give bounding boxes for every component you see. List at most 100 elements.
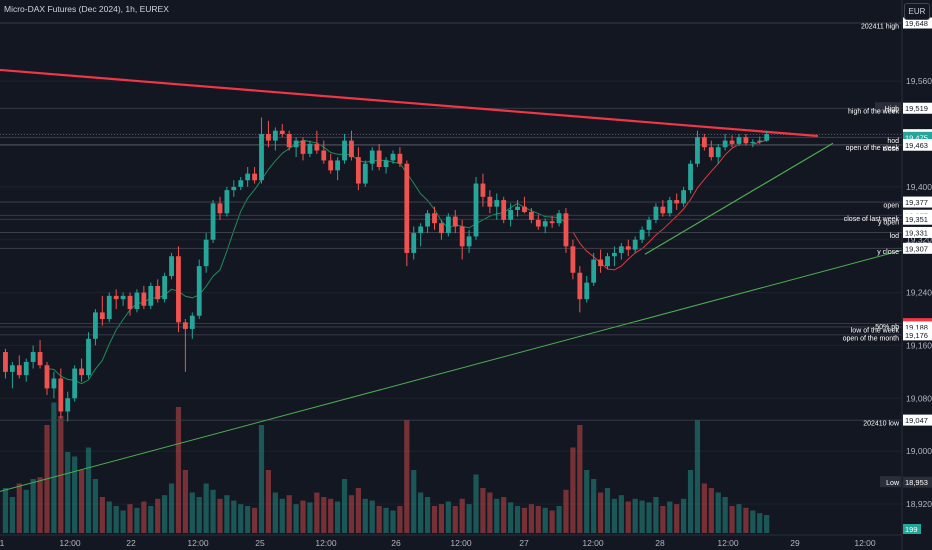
volume-bar	[141, 501, 147, 533]
ma-line-red	[572, 139, 767, 271]
volume-bar	[155, 498, 161, 533]
level-label: 202411 high	[861, 24, 899, 31]
price-tick: 19,240	[906, 288, 932, 298]
candle-body	[563, 213, 569, 247]
volume-bar	[203, 483, 209, 533]
grid	[0, 22, 902, 505]
red-trendline[interactable]	[0, 68, 819, 138]
candle-body	[349, 140, 354, 158]
volume-bar	[694, 420, 701, 533]
volume-bar	[168, 483, 175, 533]
green-trendline-long[interactable]	[0, 249, 903, 492]
time-tick: 12:00	[582, 538, 604, 548]
candle-body	[487, 196, 493, 207]
volume-bar	[321, 497, 327, 533]
volume-bar	[92, 479, 99, 533]
price-tag	[903, 102, 932, 114]
candle-body	[169, 256, 174, 277]
candle-body	[9, 365, 15, 372]
volume-bar	[300, 500, 306, 533]
volume-bar	[508, 502, 514, 533]
volume-bar	[743, 507, 749, 533]
price-tags: 19,64819,51919,51919,47919,47519,46419,4…	[903, 17, 932, 534]
candle-body	[134, 292, 140, 310]
level-label: high of the week	[848, 109, 899, 116]
level-label: close	[883, 146, 899, 153]
candle-body	[736, 137, 742, 144]
currency-selector[interactable]: EUR	[904, 3, 930, 20]
candle-body	[743, 137, 749, 144]
candles	[3, 117, 770, 422]
candle-body	[688, 163, 693, 191]
ma-line-green	[46, 139, 567, 385]
price-tag	[903, 196, 932, 208]
candle-body	[120, 295, 126, 300]
candle-body	[300, 140, 306, 154]
candle-body	[79, 368, 84, 376]
candle-body	[425, 213, 430, 227]
price-tag	[903, 321, 932, 333]
level-label: High	[885, 106, 900, 113]
candle-body	[335, 160, 341, 171]
candle-body	[591, 259, 597, 283]
price-tag	[903, 329, 932, 341]
volume-bar	[238, 504, 244, 533]
candle-body	[99, 312, 105, 319]
level-label: open	[883, 203, 899, 210]
price-tag	[903, 17, 932, 29]
price-tag-label: 18,953	[905, 478, 928, 487]
candle-body	[176, 256, 181, 323]
volume-bar	[404, 420, 410, 533]
trendlines[interactable]	[0, 68, 903, 492]
volume-bar	[604, 488, 611, 533]
volume-bar	[307, 502, 313, 533]
price-tick: 19,400	[906, 182, 932, 192]
volume-bar	[251, 507, 258, 533]
candle-body	[37, 352, 43, 366]
candle-body	[411, 233, 417, 253]
volume-bar	[231, 500, 237, 533]
price-axis[interactable]	[901, 0, 932, 550]
candle-body	[72, 368, 78, 399]
candle-body	[328, 160, 334, 171]
price-tick: 19,560	[906, 76, 932, 86]
candle-body	[314, 143, 320, 151]
volume-bar	[99, 497, 105, 533]
chart-title: Micro-DAX Futures (Dec 2024), 1h, EUREX	[4, 4, 169, 14]
volume-bar	[362, 498, 368, 533]
price-tag-label: 19,377	[905, 198, 928, 207]
volume-bar	[445, 501, 451, 533]
candle-body	[51, 378, 57, 389]
volume-bar	[272, 492, 278, 533]
candle-body	[674, 200, 680, 204]
candle-body	[695, 137, 700, 164]
candle-body	[23, 361, 29, 376]
time-tick: 12:00	[854, 538, 876, 548]
volume-bar	[113, 506, 119, 533]
volume-bar	[341, 479, 348, 533]
price-tick: 19,160	[906, 340, 932, 350]
volume-bar	[182, 470, 188, 533]
time-tick: 1	[0, 538, 5, 548]
candle-body	[286, 134, 292, 148]
candle-body	[522, 206, 527, 212]
volume-bar	[570, 447, 576, 533]
time-axis[interactable]: 1 12:00 22 12:00 25 12:00 26 12:00 27 12:00 28 12:0…	[0, 534, 902, 548]
candle-body	[625, 246, 631, 250]
volume-bar	[487, 492, 493, 533]
volume-bar	[556, 506, 562, 533]
candle-body	[459, 226, 465, 247]
green-trendline-steep[interactable]	[644, 142, 834, 255]
volume-bar	[348, 495, 355, 533]
candle-body	[155, 285, 161, 300]
volume-bar	[16, 483, 22, 533]
volume-bar	[431, 506, 438, 533]
candle-body	[577, 272, 583, 300]
volume-bar	[65, 452, 71, 533]
candle-body	[632, 239, 638, 250]
volume-bars	[2, 402, 770, 533]
candle-body	[210, 203, 216, 240]
level-label-bg	[880, 476, 901, 488]
candle-body	[750, 141, 756, 144]
